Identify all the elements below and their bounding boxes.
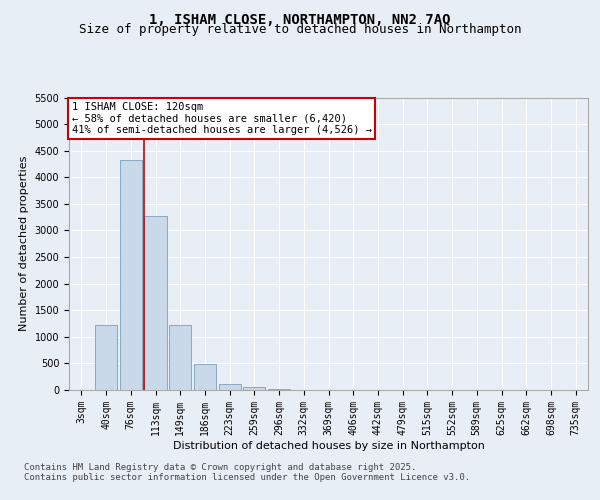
Bar <box>218 384 241 390</box>
Text: 1 ISHAM CLOSE: 120sqm
← 58% of detached houses are smaller (6,420)
41% of semi-d: 1 ISHAM CLOSE: 120sqm ← 58% of detached … <box>71 102 371 135</box>
Bar <box>169 325 191 390</box>
Bar <box>243 387 265 390</box>
Y-axis label: Number of detached properties: Number of detached properties <box>19 156 29 332</box>
Bar <box>145 216 167 390</box>
Text: Contains HM Land Registry data © Crown copyright and database right 2025.: Contains HM Land Registry data © Crown c… <box>24 464 416 472</box>
Bar <box>268 389 290 390</box>
X-axis label: Distribution of detached houses by size in Northampton: Distribution of detached houses by size … <box>173 440 484 450</box>
Bar <box>194 364 216 390</box>
Bar <box>119 160 142 390</box>
Text: Contains public sector information licensed under the Open Government Licence v3: Contains public sector information licen… <box>24 474 470 482</box>
Text: 1, ISHAM CLOSE, NORTHAMPTON, NN2 7AQ: 1, ISHAM CLOSE, NORTHAMPTON, NN2 7AQ <box>149 12 451 26</box>
Text: Size of property relative to detached houses in Northampton: Size of property relative to detached ho… <box>79 22 521 36</box>
Bar <box>95 325 117 390</box>
